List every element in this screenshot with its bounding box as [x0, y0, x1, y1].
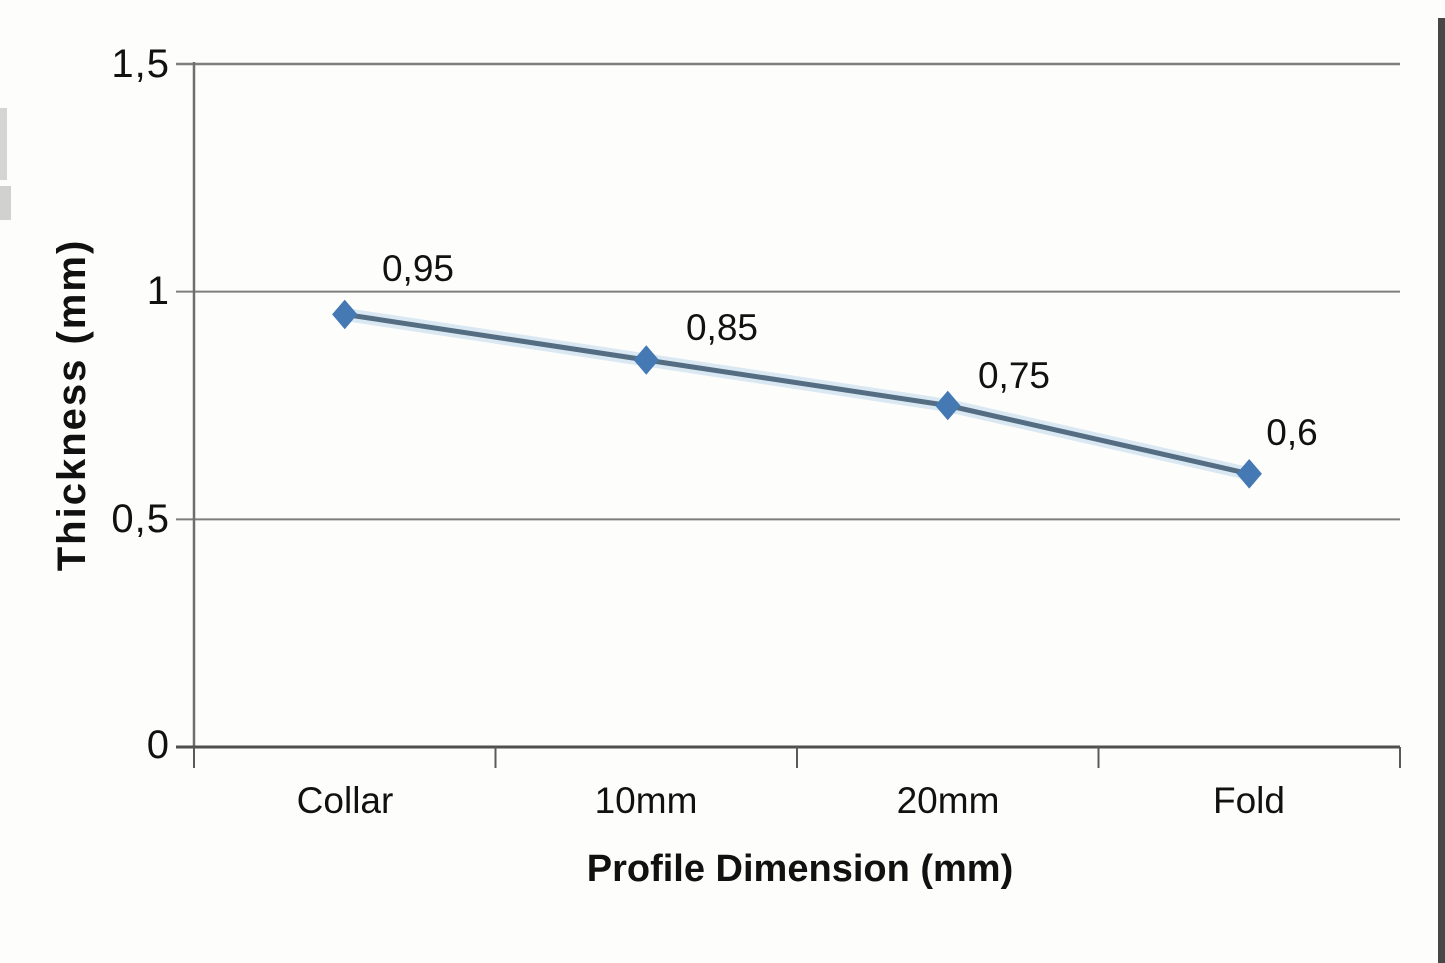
y-axis-title: Thickness (mm) [50, 238, 94, 572]
scan-smudge [0, 108, 7, 180]
axes [176, 62, 1401, 768]
scan-border-right [1438, 18, 1445, 963]
x-category-fold: Fold [1213, 780, 1285, 821]
x-category-10mm: 10mm [594, 780, 698, 821]
y-tick-label-1: 1 [146, 269, 170, 313]
x-category-20mm: 20mm [896, 780, 1000, 821]
y-tick-label-0-5: 0,5 [111, 497, 170, 541]
data-label-20mm: 0,75 [977, 355, 1050, 396]
data-label-collar: 0,95 [381, 248, 454, 289]
series-markers [332, 299, 1262, 489]
series-line [342, 311, 1252, 477]
y-tick-label-1-5: 1,5 [111, 42, 170, 86]
x-category-collar: Collar [296, 780, 394, 821]
data-label-fold: 0,6 [1266, 412, 1318, 453]
scan-smudge [0, 186, 11, 220]
gridlines [176, 62, 1400, 521]
data-label-10mm: 0,85 [685, 307, 758, 348]
x-axis-title: Profile Dimension (mm) [586, 848, 1014, 890]
y-tick-label-0: 0 [146, 723, 170, 767]
